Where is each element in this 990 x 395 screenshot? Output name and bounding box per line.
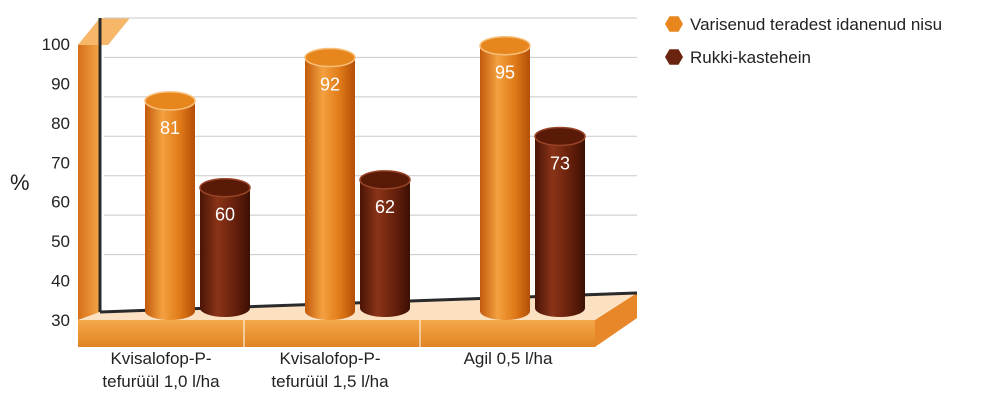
base-slab bbox=[78, 320, 595, 347]
legend-item: Rukki-kastehein bbox=[665, 48, 811, 67]
bars: 81 92 95 60 62 73 bbox=[144, 35, 586, 321]
data-label: 92 bbox=[320, 75, 340, 95]
bar-body bbox=[305, 57, 355, 321]
bar-top bbox=[144, 91, 196, 111]
x-tick-label: Kvisalofop-P- bbox=[279, 349, 380, 368]
left-wall-top bbox=[78, 18, 130, 45]
y-tick-label: 70 bbox=[51, 153, 70, 172]
data-label: 95 bbox=[495, 63, 515, 83]
left-wall bbox=[78, 18, 100, 320]
bar: 73 bbox=[534, 126, 586, 317]
bar-body bbox=[480, 45, 530, 320]
x-tick-label: tefurüül 1,0 l/ha bbox=[102, 372, 220, 391]
bar-top bbox=[534, 126, 586, 147]
bar: 62 bbox=[359, 170, 411, 317]
data-label: 73 bbox=[550, 153, 570, 173]
legend-swatch bbox=[665, 49, 683, 65]
y-tick-label: 60 bbox=[51, 193, 70, 212]
bar: 95 bbox=[479, 35, 531, 320]
y-tick-label: 90 bbox=[51, 74, 70, 93]
y-tick-label: 40 bbox=[51, 272, 70, 291]
bar-body bbox=[200, 187, 250, 317]
bar: 81 bbox=[144, 91, 196, 321]
bar-body bbox=[360, 179, 410, 317]
bar-top bbox=[199, 177, 251, 198]
legend: Varisenud teradest idanenud nisu Rukki-ka… bbox=[665, 15, 942, 67]
legend-label: Rukki-kastehein bbox=[690, 48, 811, 67]
legend-swatch bbox=[665, 16, 683, 32]
data-label: 62 bbox=[375, 197, 395, 217]
y-axis: 30 40 50 60 70 80 90 100 bbox=[42, 35, 70, 330]
bar-top bbox=[479, 35, 531, 56]
x-tick-label: Agil 0,5 l/ha bbox=[464, 349, 553, 368]
x-tick-label: Kvisalofop-P- bbox=[110, 349, 211, 368]
x-tick-label: tefurüül 1,5 l/ha bbox=[271, 372, 389, 391]
y-axis-label: % bbox=[10, 170, 30, 195]
y-tick-label: 30 bbox=[51, 311, 70, 330]
y-tick-label: 80 bbox=[51, 114, 70, 133]
x-axis: Kvisalofop-P-tefurüül 1,0 l/ha Kvisalofop… bbox=[102, 349, 553, 391]
y-tick-label: 50 bbox=[51, 232, 70, 251]
bar-top bbox=[359, 170, 411, 190]
data-label: 60 bbox=[215, 205, 235, 225]
bar: 60 bbox=[199, 177, 251, 317]
data-label: 81 bbox=[160, 118, 180, 138]
bar-body bbox=[145, 100, 195, 321]
base-slab-side bbox=[595, 293, 637, 347]
legend-item: Varisenud teradest idanenud nisu bbox=[665, 15, 942, 34]
legend-label: Varisenud teradest idanenud nisu bbox=[690, 15, 942, 34]
bar: 92 bbox=[304, 47, 356, 321]
y-tick-label: 100 bbox=[42, 35, 70, 54]
bar-body bbox=[535, 136, 585, 317]
bar-top bbox=[304, 47, 356, 68]
